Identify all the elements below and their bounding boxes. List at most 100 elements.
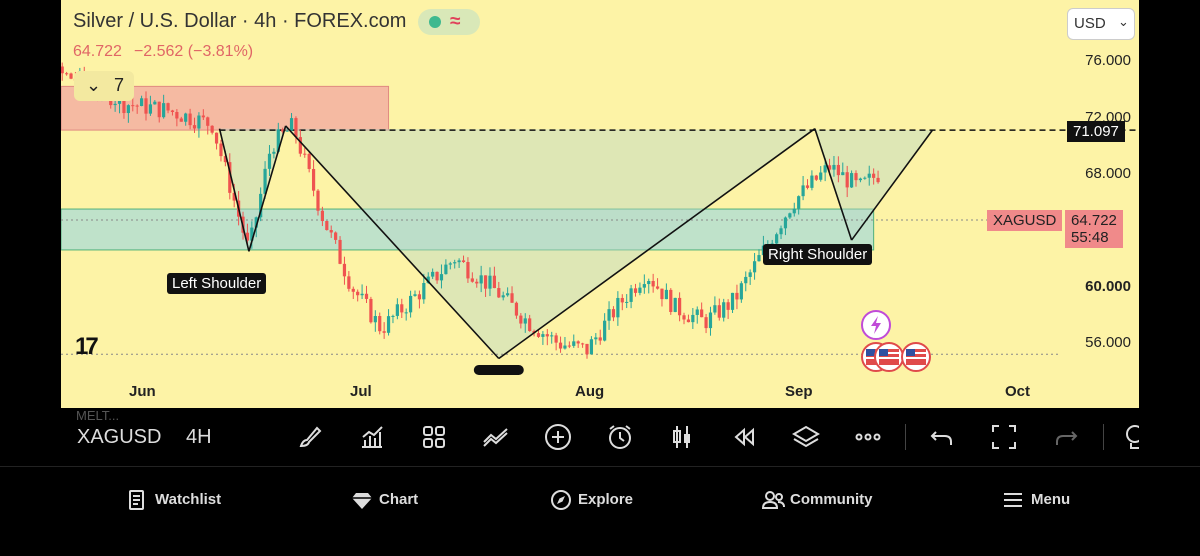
candle-body (276, 129, 280, 152)
brush-icon[interactable] (295, 422, 325, 452)
chart-title[interactable]: Silver / U.S. Dollar · 4h · FOREX.com (73, 10, 407, 32)
candle-body (598, 337, 602, 341)
chevron-down-icon: ⌄ (1118, 14, 1129, 29)
candle-body (426, 276, 430, 283)
candle-body (845, 172, 849, 188)
candle-body (735, 292, 739, 300)
candle-body (439, 274, 444, 281)
candle-body (713, 305, 717, 313)
add-icon[interactable] (543, 422, 573, 452)
us-event-flag-icon[interactable] (874, 342, 904, 372)
candle-body (382, 331, 386, 333)
candle-body (400, 304, 404, 313)
candle-body (686, 319, 691, 323)
candle-body (404, 312, 408, 314)
x-tick-label: Sep (785, 383, 813, 400)
candle-body (629, 288, 633, 302)
candle-body (69, 73, 73, 79)
x-tick-label: Aug (575, 383, 605, 400)
candle-body (616, 297, 620, 318)
candle-body (135, 105, 139, 107)
y-tick-label: 76.000 (1085, 52, 1131, 69)
replay-icon[interactable] (729, 422, 759, 452)
candle-body (435, 271, 439, 281)
indicators-icon[interactable] (357, 422, 387, 452)
market-status-pill[interactable]: ≈ (418, 9, 480, 35)
redo-icon[interactable] (1051, 422, 1081, 452)
templates-icon[interactable] (419, 422, 449, 452)
candle-body (572, 341, 576, 346)
candle-body (850, 173, 854, 188)
candle-body (492, 275, 496, 289)
event-flash-icon[interactable] (861, 310, 891, 340)
alarm-icon[interactable] (605, 422, 635, 452)
candle-body (210, 125, 214, 133)
left-shoulder-label[interactable]: Left Shoulder (167, 273, 267, 294)
background-list-text: MELT... (76, 408, 120, 423)
price-axis[interactable]: 76.000 72.000 68.000 60.000 56.000 71.09… (1061, 0, 1139, 408)
candle-body (285, 130, 289, 132)
candle-body (757, 255, 761, 262)
candle-body (748, 272, 752, 277)
candle-body (373, 316, 377, 323)
candle-body (536, 333, 541, 337)
candle-body (259, 193, 263, 218)
candle-body (651, 280, 655, 287)
compare-icon[interactable] (481, 422, 511, 452)
candle-body (633, 288, 638, 293)
candle-body (219, 143, 223, 157)
candle-body (722, 302, 726, 318)
candle-body (876, 177, 880, 183)
candle-body (836, 164, 840, 176)
right-shoulder-label[interactable]: Right Shoulder (763, 244, 873, 265)
price-chart[interactable] (61, 0, 1139, 408)
candle-body (872, 173, 876, 178)
y-tick-label: 68.000 (1085, 165, 1131, 182)
layers-icon[interactable] (791, 422, 821, 452)
us-event-flag-icon[interactable] (901, 342, 931, 372)
toolbar-symbol[interactable]: XAGUSD (77, 426, 162, 448)
candle-body (356, 291, 360, 296)
candle-body (642, 284, 646, 288)
market-open-icon (429, 16, 441, 28)
indicator-collapse-button[interactable]: ⌄ 7 (74, 71, 134, 101)
undo-icon[interactable] (927, 422, 957, 452)
candle-body (744, 276, 748, 284)
candle-body (567, 345, 571, 347)
candle-body (854, 173, 858, 181)
candle-body (717, 305, 721, 318)
candle-body (448, 263, 452, 265)
y-tick-label: 60.000 (1085, 278, 1131, 295)
candle-body (281, 129, 285, 132)
candle-body (819, 172, 823, 180)
candle-body (444, 264, 448, 275)
nav-community-label: Community (790, 491, 873, 508)
candle-body (726, 302, 730, 310)
candle-body (660, 288, 664, 300)
delayed-data-icon: ≈ (450, 11, 461, 32)
indicator-count: 7 (114, 75, 125, 95)
lightbulb-icon[interactable] (1121, 422, 1139, 452)
candle-body (245, 232, 250, 241)
candle-body (166, 103, 170, 111)
candles-icon[interactable] (667, 422, 697, 452)
chart-toolbar: MELT... XAGUSD 4H (61, 408, 1139, 466)
timeframe-button[interactable]: 4H (186, 426, 212, 448)
candle-body (153, 101, 157, 105)
currency-selector[interactable]: USD ⌄ (1067, 8, 1135, 40)
fullscreen-icon[interactable] (989, 422, 1019, 452)
candle-body (545, 334, 549, 337)
neckline-price-tag: 71.097 (1067, 121, 1125, 142)
candle-body (391, 315, 395, 317)
chart-area[interactable]: Silver / U.S. Dollar · 4h · FOREX.com ≈ … (61, 0, 1139, 408)
y-tick-label: 56.000 (1085, 334, 1131, 351)
candle-body (303, 153, 307, 155)
more-icon[interactable] (853, 422, 883, 452)
tradingview-logo: 17 (75, 333, 99, 360)
candle-body (647, 280, 651, 285)
left-letterbox (0, 0, 61, 555)
candle-body (497, 288, 501, 298)
candle-body (298, 137, 302, 154)
candle-body (514, 302, 519, 316)
